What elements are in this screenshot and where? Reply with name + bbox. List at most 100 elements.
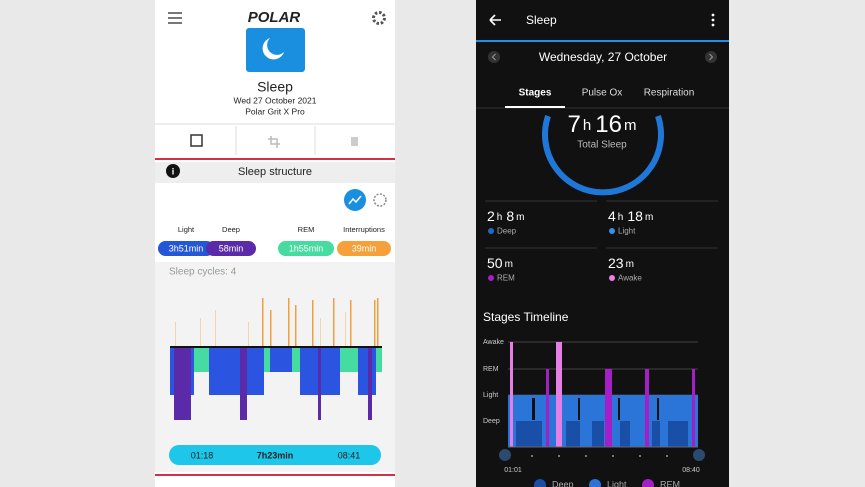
unit: h [583,117,591,134]
number: 18 [627,208,643,224]
legend-value: 3h51min [169,243,204,253]
level-label: Awake [483,339,504,346]
delete-icon[interactable] [351,137,358,146]
sleep-title: Sleep [257,79,293,95]
legend-label: Light [607,479,627,487]
level-label: Light [483,392,498,399]
unit: h [497,212,503,223]
legend-pill [337,241,391,256]
end-time: 08:41 [338,450,361,460]
unit: m [645,212,653,223]
cycles: Sleep cycles: 4 [169,267,237,278]
total-ring [542,115,664,196]
unit: h [618,212,624,223]
stat-label: Deep [497,227,517,236]
axis-dots [531,455,668,457]
stat-dot [488,275,494,281]
number: 4 [608,208,616,224]
sleep-icon [246,28,305,72]
device: Polar Grit X Pro [245,106,305,116]
accent-line [155,474,395,476]
cycle-toggle[interactable] [373,193,387,207]
legend-pill [206,241,256,256]
section-bar [155,162,395,183]
duration: 7h23min [257,450,294,460]
stat-label: REM [497,274,515,283]
legend-value: 58min [219,243,244,253]
stat-value: 4 h 18 m [608,208,653,224]
crop-icon[interactable] [268,136,280,148]
next-day[interactable] [705,51,717,63]
stat-value: 50 m [487,255,513,271]
hypnogram [170,298,382,420]
prev-glyph [491,53,496,61]
legend-pill [278,241,334,256]
graph-glyph [348,195,362,205]
tab[interactable]: Respiration [644,88,695,99]
back-button[interactable] [489,14,501,26]
level-label: REM [483,366,499,373]
next-glyph [709,53,714,61]
prev-day[interactable] [488,51,500,63]
wake-icon [693,449,705,461]
legend-dot [589,479,601,487]
stat-dot [488,228,494,234]
stat-value: 23 m [608,255,634,271]
accent-line [155,158,395,160]
stat-dot [609,275,615,281]
end-time: 08:40 [682,467,700,474]
number: 23 [608,255,624,271]
info-glyph: i [172,166,175,176]
stages-timeline [508,342,698,448]
unit: m [626,259,634,270]
sleep-start-icon [499,449,511,461]
total-label: Total Sleep [577,140,627,151]
legend-value: 1h55min [289,243,324,253]
unit: m [505,259,513,270]
legend-label: Interruptions [343,225,385,234]
calendar-icon[interactable] [190,134,203,147]
stat-label: Awake [618,274,642,283]
tab[interactable]: Stages [519,88,552,99]
moon-icon [262,38,284,60]
legend-dot [642,479,654,487]
timeline-title: Stages Timeline [483,310,569,324]
more-button[interactable] [711,13,715,27]
legend-dot [534,479,546,487]
tab-indicator [505,106,565,108]
total-sleep: 7 h 16 m [568,111,637,138]
unit: m [516,212,524,223]
unit: m [624,117,637,134]
legend-label: REM [660,479,680,487]
start-time: 01:01 [504,467,522,474]
legend-label: REM [298,225,315,234]
number: 8 [506,208,514,224]
level-label: Deep [483,418,500,425]
number: 50 [487,255,503,271]
settings-icon[interactable] [372,11,386,25]
header-line [476,40,729,42]
logo: POLAR [248,9,301,26]
date: Wed 27 October 2021 [233,95,316,105]
legend-value: 39min [352,243,377,253]
start-time: 01:18 [191,450,214,460]
info-icon[interactable] [166,164,180,178]
number: 2 [487,208,495,224]
tab[interactable]: Pulse Ox [582,88,623,99]
menu-icon[interactable] [168,12,182,24]
legend-label: Deep [222,225,240,234]
date: Wednesday, 27 October [539,50,667,64]
legend-label: Deep [552,479,574,487]
stat-dot [609,228,615,234]
section-title: Sleep structure [238,166,312,178]
app-title: Sleep [526,13,557,27]
legend-label: Light [178,225,195,234]
summary-bar [169,445,381,465]
legend-pill [158,241,214,256]
stat-label: Light [618,227,636,236]
number: 16 [595,111,622,138]
number: 7 [568,111,581,138]
